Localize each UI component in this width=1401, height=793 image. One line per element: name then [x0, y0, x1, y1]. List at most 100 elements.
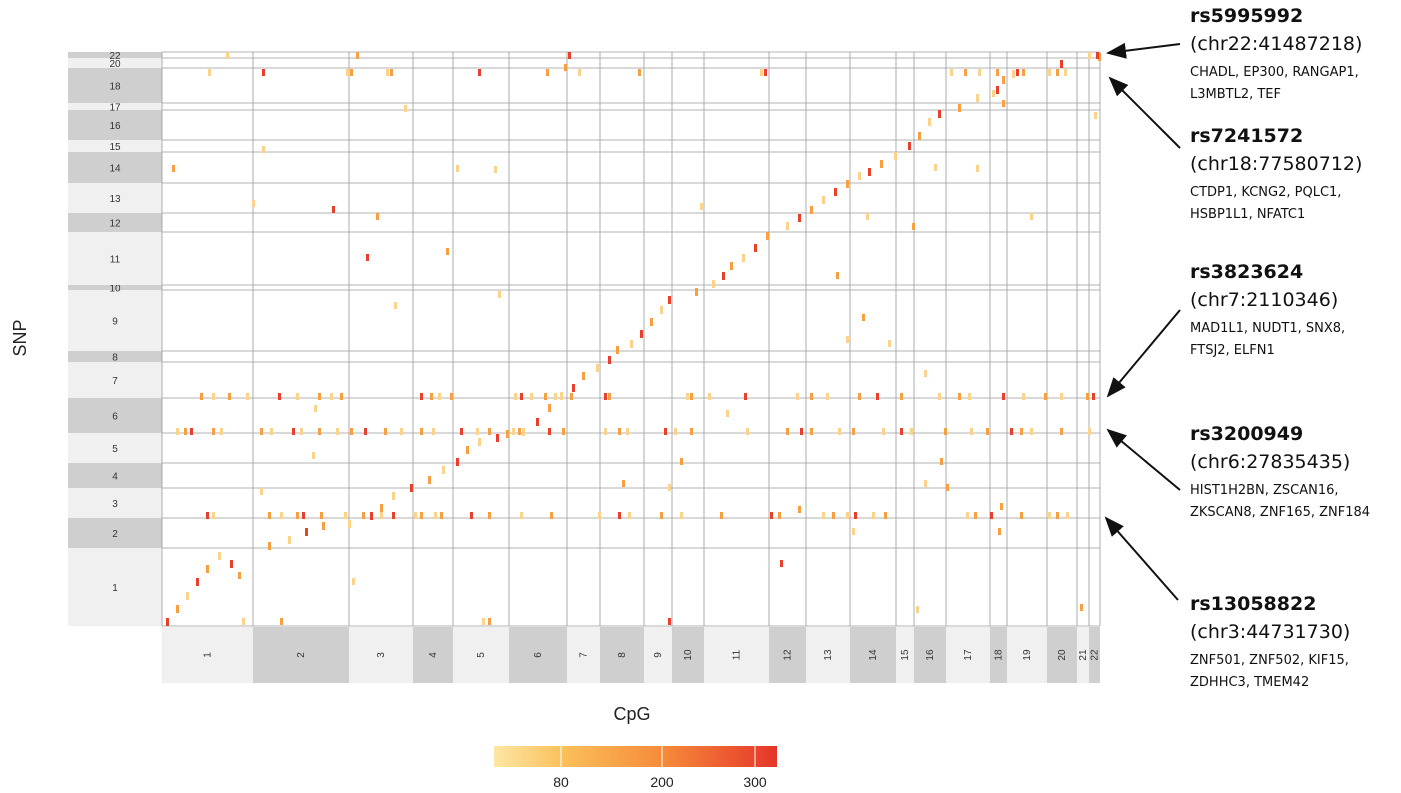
heatmap-cell — [446, 248, 449, 255]
heatmap-cell — [572, 384, 575, 392]
heatmap-cell — [940, 458, 943, 465]
heatmap-cell — [498, 291, 501, 298]
heatmap-cell — [1010, 428, 1013, 435]
heatmap-cell — [268, 542, 271, 550]
heatmap-cell — [420, 512, 423, 519]
heatmap-cell — [488, 512, 491, 519]
heatmap-cell — [924, 480, 927, 487]
heatmap-cell — [366, 254, 369, 261]
heatmap-cell — [974, 512, 977, 519]
y-chrom-label: 18 — [109, 82, 121, 93]
y-chrom-band — [68, 58, 162, 68]
heatmap-cell — [938, 393, 941, 400]
annotation-arrow — [1104, 516, 1179, 601]
heatmap-cell — [340, 393, 343, 400]
heatmap-cell — [604, 393, 607, 400]
heatmap-cell — [888, 340, 891, 347]
x-chrom-band — [413, 627, 453, 683]
heatmap-cell — [230, 560, 233, 568]
y-chrom-label: 14 — [109, 164, 121, 175]
x-chrom-label: 11 — [732, 649, 743, 660]
heatmap-cell — [966, 512, 969, 519]
heatmap-cell — [626, 428, 629, 435]
x-chrom-band — [1077, 627, 1089, 683]
x-chrom-band — [644, 627, 672, 683]
heatmap-cell — [200, 393, 203, 400]
y-chrom-band — [68, 351, 162, 362]
heatmap-cell — [1002, 393, 1005, 400]
heatmap-cells — [166, 52, 1101, 626]
heatmap-cell — [1088, 52, 1091, 59]
heatmap-cell — [796, 393, 799, 400]
heatmap-cell — [428, 476, 431, 484]
heatmap-cell — [695, 288, 698, 296]
y-chrom-label: 12 — [109, 219, 121, 230]
heatmap-cell — [1022, 69, 1025, 76]
x-chrom-band — [162, 627, 253, 683]
heatmap-cell — [958, 104, 961, 112]
heatmap-cell — [536, 418, 539, 426]
heatmap-cell — [394, 302, 397, 309]
y-axis-title: SNP — [10, 319, 30, 356]
x-chrom-label: 17 — [963, 649, 974, 661]
x-chrom-label: 22 — [1090, 649, 1101, 661]
heatmap-cell — [206, 565, 209, 573]
annotation-arrow — [1108, 76, 1181, 149]
y-chrom-band — [68, 68, 162, 103]
heatmap-cell — [836, 272, 839, 279]
x-chrom-label: 16 — [925, 649, 936, 661]
heatmap-cell — [1096, 52, 1099, 59]
heatmap-cell — [894, 152, 897, 160]
heatmap-cell — [964, 69, 967, 76]
heatmap-cell — [242, 618, 245, 625]
heatmap-cell — [858, 393, 861, 400]
heatmap-cell — [1022, 393, 1025, 400]
heatmap-cell — [916, 606, 919, 613]
heatmap-cell — [518, 428, 521, 435]
x-chrom-label: 7 — [579, 652, 590, 658]
heatmap-cell — [884, 512, 887, 519]
heatmap-cell — [1016, 69, 1019, 76]
legend-tick-label: 80 — [553, 774, 569, 790]
heatmap-cell — [674, 428, 677, 435]
x-chrom-label: 2 — [296, 652, 307, 658]
heatmap-cell — [998, 528, 1001, 535]
heatmap-cell — [780, 560, 783, 567]
annotation-rsid: rs7241572 — [1190, 125, 1303, 147]
heatmap-cell — [866, 213, 869, 220]
heatmap-cell — [356, 52, 359, 59]
heatmap-cell — [278, 393, 281, 400]
heatmap-cell — [798, 506, 801, 513]
heatmap-cell — [730, 262, 733, 270]
heatmap-cell — [512, 428, 515, 435]
y-chrom-band — [68, 110, 162, 140]
heatmap-cell — [400, 428, 403, 435]
heatmap-cell — [1030, 428, 1033, 435]
heatmap-cell — [296, 393, 299, 400]
x-chrom-label: 8 — [617, 652, 628, 658]
heatmap-cell — [262, 69, 265, 76]
heatmap-cell — [986, 428, 989, 435]
heatmap-cell — [628, 512, 631, 519]
heatmap-cell — [1080, 604, 1083, 611]
annotation-genes: FTSJ2, ELFN1 — [1190, 343, 1275, 358]
snp-annotations: rs5995992 (chr22:41487218) CHADL, EP300, R… — [1190, 5, 1370, 690]
heatmap-cell — [640, 330, 643, 338]
heatmap-cell — [228, 393, 231, 400]
heatmap-cell — [442, 466, 445, 474]
y-chrom-label: 3 — [112, 499, 118, 510]
heatmap-cell — [190, 428, 193, 435]
heatmap-cell — [900, 428, 903, 435]
heatmap-cell — [650, 318, 653, 326]
heatmap-cell — [1002, 100, 1005, 107]
heatmap-cell — [1048, 69, 1051, 76]
x-axis-title: CpG — [613, 704, 650, 724]
heatmap-cell — [434, 512, 437, 519]
x-chrom-band — [1047, 627, 1077, 683]
x-chrom-band — [990, 627, 1007, 683]
heatmap-cell — [708, 393, 711, 400]
y-chrom-band — [68, 463, 162, 488]
heatmap-cell — [432, 428, 435, 435]
heatmap-cell — [386, 69, 389, 76]
x-chrom-band — [946, 627, 990, 683]
